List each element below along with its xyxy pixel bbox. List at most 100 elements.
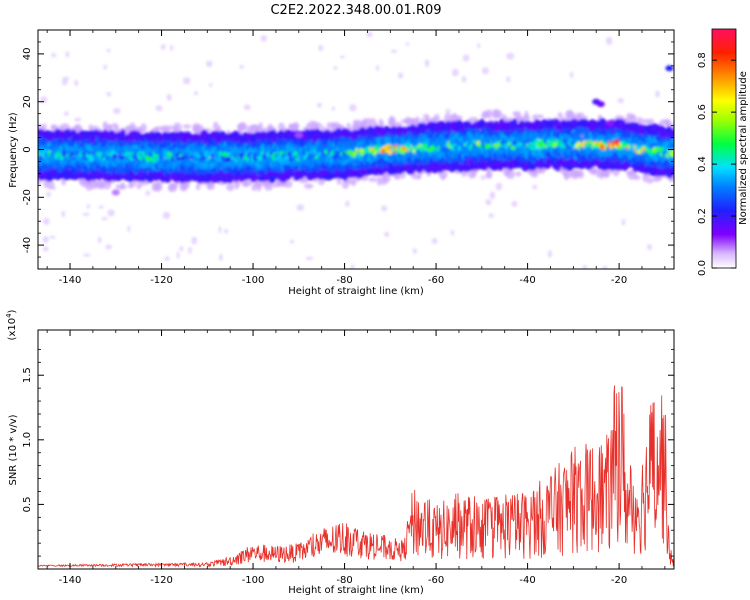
heatmap-cell (38, 179, 42, 185)
heatmap-cell (596, 101, 605, 108)
heatmap-cell (292, 121, 300, 131)
heatmap-cell (489, 191, 496, 200)
heatmap-cell (296, 204, 305, 211)
heatmap-cell (283, 180, 293, 188)
heatmap-cell (105, 244, 112, 250)
x-tick-label: -20 (611, 275, 627, 286)
heatmap-cell (522, 114, 531, 122)
heatmap-cell (569, 71, 574, 79)
y-tick-label: 0 (22, 146, 33, 152)
heatmap-cell (179, 246, 184, 252)
heatmap-cell (294, 132, 303, 139)
heatmap-cell (366, 31, 373, 38)
spectrogram-y-label: Frequency (Hz) (8, 112, 19, 188)
heatmap-cell (515, 171, 522, 177)
x-tick-label: -100 (242, 275, 265, 286)
colorbar-ticks: 0.00.20.40.60.8 (697, 52, 736, 276)
heatmap-cell (340, 55, 345, 59)
heatmap-cell (669, 149, 674, 157)
colorbar-tick-label: 0.0 (697, 260, 708, 276)
heatmap-cell (140, 123, 147, 133)
heatmap-cell (239, 122, 247, 131)
heatmap-cell (647, 244, 652, 251)
heatmap-cell (339, 136, 348, 144)
heatmap-cell (106, 48, 111, 53)
spectrogram-x-ticks: -140 -120 -100 -80 -60 -40 -20 (46, 30, 666, 286)
heatmap-cell (62, 76, 70, 81)
heatmap-cell (209, 83, 213, 87)
heatmap-cell (107, 209, 115, 217)
heatmap-cell (577, 170, 585, 179)
heatmap-cell (506, 52, 515, 60)
heatmap-cell (82, 212, 90, 216)
heatmap-cell (605, 120, 614, 127)
colorbar: 0.00.20.40.60.8 Normalized spectral ampl… (697, 28, 749, 276)
x-tick-label: -60 (428, 575, 444, 586)
heatmap-cell (333, 66, 338, 70)
heatmap-cell (485, 199, 492, 206)
snr-frame (37, 329, 675, 570)
heatmap-cell (314, 122, 322, 129)
heatmap-cell (487, 108, 492, 119)
colorbar-frame (711, 28, 737, 269)
colorbar-tick-label: 0.4 (697, 156, 708, 172)
heatmap-cell (390, 49, 398, 53)
x-tick-label: -80 (336, 575, 352, 586)
heatmap-cell (424, 59, 430, 67)
heatmap-cell (165, 175, 171, 183)
heatmap-cell (455, 115, 463, 122)
heatmap-cell (445, 108, 451, 116)
heatmap-cell (633, 174, 641, 181)
heatmap-cell (505, 169, 516, 180)
heatmap-cell (155, 105, 163, 112)
heatmap-cell (256, 183, 262, 192)
heatmap-cell (160, 44, 166, 50)
heatmap-cell (646, 177, 654, 184)
heatmap-cell (383, 175, 391, 183)
heatmap-cell (180, 181, 191, 189)
heatmap-cell (431, 238, 438, 244)
y-tick-label: -20 (22, 189, 33, 205)
heatmap-cell (532, 184, 538, 190)
heatmap-cell (63, 111, 69, 116)
heatmap-cell (511, 118, 518, 127)
heatmap-cell (86, 204, 91, 209)
heatmap-cell (182, 77, 191, 85)
heatmap-cell (65, 51, 70, 58)
heatmap-cell (264, 182, 273, 191)
heatmap-cell (317, 102, 322, 108)
heatmap-cell (451, 113, 457, 118)
x-tick-label: -140 (59, 575, 82, 586)
heatmap-cell (318, 44, 324, 52)
heatmap-cell (182, 124, 192, 129)
heatmap-cell (462, 54, 470, 62)
heatmap-cell (51, 53, 57, 58)
heatmap-cell (350, 264, 355, 269)
x-tick-label: -40 (519, 575, 535, 586)
x-tick-label: -20 (611, 575, 627, 586)
snr-x-ticks: -140 -120 -100 -80 -60 -40 -20 (46, 330, 666, 586)
heatmap-cell (101, 217, 108, 221)
heatmap-cell (176, 251, 180, 259)
heatmap-cell (218, 253, 223, 261)
heatmap-cell (42, 246, 49, 252)
heatmap-cell (488, 213, 494, 218)
heatmap-cell (127, 225, 131, 233)
heatmap-cell (384, 231, 390, 238)
colorbar-gradient (712, 29, 736, 268)
x-tick-label: -80 (336, 275, 352, 286)
heatmap-cell (481, 67, 489, 75)
colorbar-label: Normalized spectral amplitude (738, 71, 749, 225)
x-tick-label: -120 (150, 575, 173, 586)
heatmap-cell (258, 122, 263, 131)
colorbar-tick-label: 0.6 (697, 104, 708, 120)
heatmap-cell (547, 250, 552, 258)
y-tick-label: -40 (22, 237, 33, 253)
x-tick-label: -100 (242, 575, 265, 586)
heatmap-cell (582, 264, 588, 269)
snr-panel: -140 -120 -100 -80 -60 -40 -20 0.51.01.5 Heigh… (5, 309, 675, 596)
heatmap-cell (461, 76, 467, 83)
heatmap-cell (630, 115, 638, 124)
